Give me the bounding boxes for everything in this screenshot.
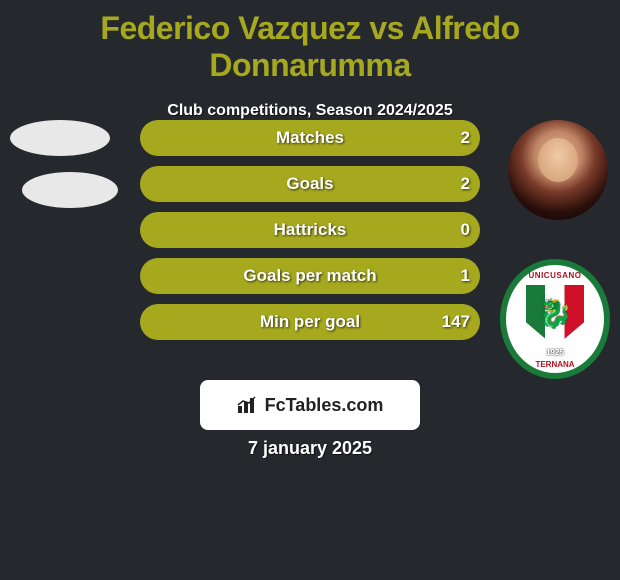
stat-value: 147 [442,304,470,340]
bar-chart-icon [237,396,259,414]
page-title: Federico Vazquez vs Alfredo Donnarumma [0,0,620,84]
stat-value: 2 [461,166,470,202]
stat-value: 0 [461,212,470,248]
stat-row: Goals2 [0,166,620,202]
source-badge-text: FcTables.com [265,395,384,416]
stat-label: Goals [140,166,480,202]
crest-name: TERNANA [500,360,610,369]
subtitle: Club competitions, Season 2024/2025 [0,102,620,120]
source-badge: FcTables.com [200,380,420,430]
stat-label: Min per goal [140,304,480,340]
stat-value: 2 [461,120,470,156]
stats-list: Matches2Goals2Hattricks0Goals per match1… [0,120,620,350]
date-text: 7 january 2025 [0,438,620,459]
comparison-card: Federico Vazquez vs Alfredo Donnarumma C… [0,0,620,580]
stat-row: Goals per match1 [0,258,620,294]
stat-label: Goals per match [140,258,480,294]
stat-label: Hattricks [140,212,480,248]
stat-value: 1 [461,258,470,294]
stat-row: Min per goal147 [0,304,620,340]
stat-row: Matches2 [0,120,620,156]
stat-row: Hattricks0 [0,212,620,248]
stat-label: Matches [140,120,480,156]
